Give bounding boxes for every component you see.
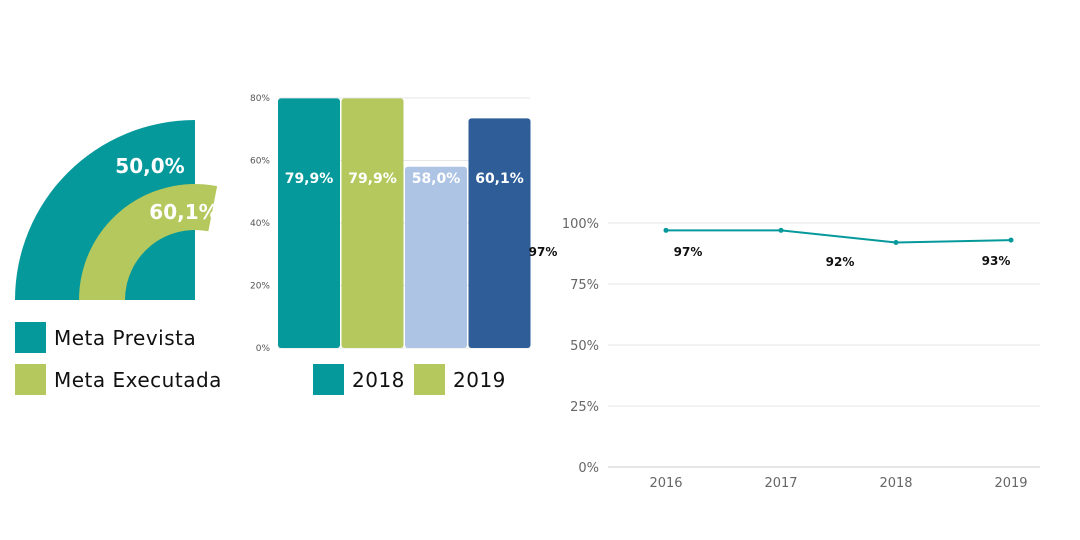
line-data-label-1: 92% <box>826 255 855 269</box>
bar-0 <box>278 98 340 348</box>
legend-swatch-meta-prevista <box>15 322 46 353</box>
radial-label-1: 60,1% <box>149 200 218 224</box>
legend-swatch-2019 <box>414 364 445 395</box>
bar-1 <box>341 98 404 348</box>
legend-2019: 2019 <box>414 364 506 395</box>
legend-2018: 2018 <box>313 364 405 395</box>
legend-label-2019: 2019 <box>453 367 506 392</box>
line-series <box>666 229 1012 244</box>
line-chart: 0% 25% 50% 75% 100% 2016 2017 2018 2019 97% 92% 93% <box>562 217 1040 491</box>
bar-ytick-label: 40% <box>250 219 270 229</box>
line-data-label-0: 97% <box>674 245 703 259</box>
line-xtick-label: 2019 <box>994 476 1027 491</box>
line-ytick-label: 25% <box>570 400 599 415</box>
line-point-2 <box>893 240 899 246</box>
bar-label-0: 79,9% <box>285 171 334 187</box>
line-point-3 <box>1008 237 1014 243</box>
line-ytick-label: 100% <box>562 217 599 232</box>
bar-label-1: 79,9% <box>348 171 397 187</box>
radial-label-0: 50,0% <box>115 154 184 178</box>
legend-label-2018: 2018 <box>352 367 405 392</box>
line-xtick-label: 2016 <box>649 476 682 491</box>
line-point-1 <box>778 227 784 233</box>
bar-chart: 0% 20% 40% 60% 80% 79,9% 79,9% 58,0% 60,1% 97% <box>250 94 557 354</box>
legend-swatch-meta-executada <box>15 364 46 395</box>
bar-ytick-label: 80% <box>250 94 270 104</box>
legend-label-meta-executada: Meta Executada <box>54 367 222 392</box>
bar-ytick-label: 60% <box>250 157 270 167</box>
line-xtick-label: 2017 <box>764 476 797 491</box>
bar-side-label: 97% <box>529 245 558 259</box>
legend-swatch-2018 <box>313 364 344 395</box>
bar-label-2: 58,0% <box>412 171 461 187</box>
radial-arc-1 <box>79 184 218 300</box>
line-point-0 <box>663 227 669 233</box>
legend-label-meta-prevista: Meta Prevista <box>54 325 197 350</box>
radial-arc-0 <box>15 120 195 300</box>
bar-3 <box>468 118 531 348</box>
legend-meta-executada: Meta Executada <box>15 364 222 395</box>
line-data-label-2: 93% <box>982 254 1011 268</box>
radial-chart: 50,0% 60,1% <box>15 120 219 300</box>
legend-meta-prevista: Meta Prevista <box>15 322 196 353</box>
line-xtick-label: 2018 <box>879 476 912 491</box>
line-ytick-label: 75% <box>570 278 599 293</box>
bar-ytick-label: 20% <box>250 282 270 292</box>
bar-2 <box>405 166 467 348</box>
line-ytick-label: 50% <box>570 339 599 354</box>
line-ytick-label: 0% <box>578 461 599 476</box>
bar-label-3: 60,1% <box>475 171 524 187</box>
bar-ytick-label: 0% <box>256 344 271 354</box>
